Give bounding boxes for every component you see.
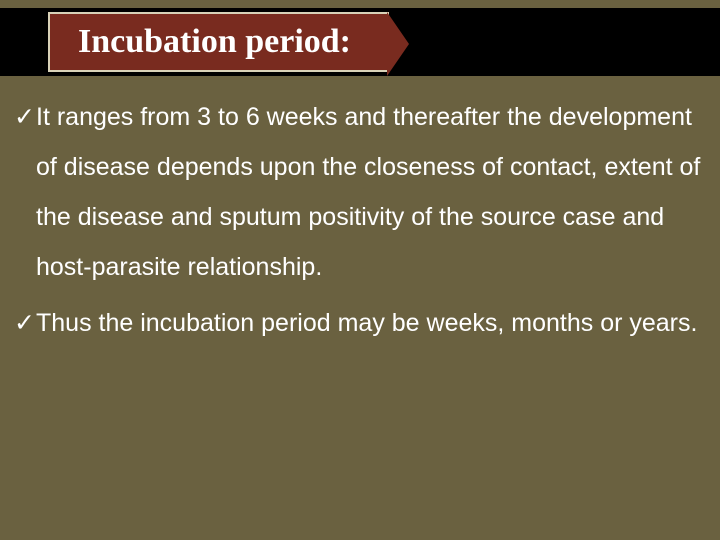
slide: Incubation period: ✓It ranges from 3 to … — [0, 0, 720, 540]
check-icon: ✓ — [14, 298, 36, 348]
content-area: ✓It ranges from 3 to 6 weeks and thereaf… — [14, 92, 710, 354]
bullet-item: ✓It ranges from 3 to 6 weeks and thereaf… — [14, 92, 710, 292]
slide-title: Incubation period: — [78, 23, 351, 61]
check-icon: ✓ — [14, 92, 36, 142]
title-ribbon: Incubation period: — [48, 12, 389, 72]
bullet-text: It ranges from 3 to 6 weeks and thereaft… — [36, 103, 700, 281]
bullet-item: ✓Thus the incubation period may be weeks… — [14, 298, 710, 348]
bullet-text: Thus the incubation period may be weeks,… — [36, 309, 697, 337]
